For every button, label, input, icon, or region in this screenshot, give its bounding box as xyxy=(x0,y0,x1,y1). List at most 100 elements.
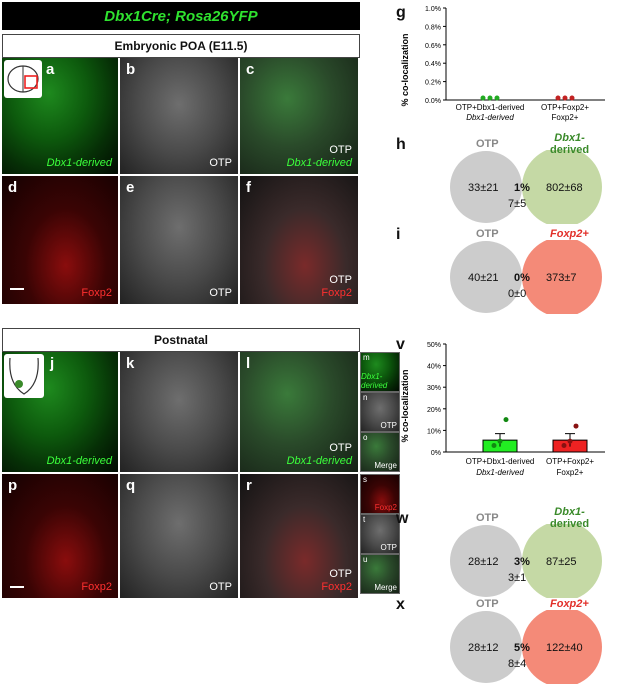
micrograph-l: l OTP Dbx1-derived xyxy=(240,352,358,472)
venn-right-label: Dbx1- derived xyxy=(550,132,590,156)
panel-caption: OTP xyxy=(209,581,232,593)
data-point xyxy=(561,443,567,449)
inset-s: s Foxp2 xyxy=(360,474,400,514)
inset-caption: Merge xyxy=(374,583,397,592)
brain-schematic-icon xyxy=(4,354,44,398)
panel-letter: e xyxy=(126,179,135,196)
panel-letter: p xyxy=(8,477,18,494)
y-tick-label: 10% xyxy=(427,428,441,435)
inset-t: t OTP xyxy=(360,514,400,554)
data-point xyxy=(562,95,568,101)
y-tick-label: 40% xyxy=(427,364,441,371)
panel-letter: h xyxy=(396,136,406,153)
venn-overlap-value: 0±0 xyxy=(508,288,527,300)
data-point xyxy=(503,417,509,423)
y-axis-label: % co-localization xyxy=(400,369,410,442)
x-label-2b: Foxp2+ xyxy=(557,468,584,477)
y-tick-label: 0.8% xyxy=(425,24,441,31)
inset-caption: Dbx1-derived xyxy=(361,372,388,390)
y-tick-label: 0.4% xyxy=(425,61,441,68)
venn-right-value: 802±68 xyxy=(546,182,583,194)
inset-o: o Merge xyxy=(360,432,400,472)
micrograph-k: k xyxy=(120,352,238,472)
panel-letter: x xyxy=(396,596,405,613)
micrograph-r: r OTP Foxp2 xyxy=(240,474,358,598)
micrograph-a: a Dbx1-derived xyxy=(2,58,118,174)
venn-diagram-w: w OTP Dbx1- derived 28±12 3% 87±25 3±1 xyxy=(396,506,610,598)
inset-caption: OTP xyxy=(380,543,397,552)
y-tick-label: 20% xyxy=(427,407,441,414)
inset-n: n OTP xyxy=(360,392,400,432)
panel-letter: c xyxy=(246,61,255,78)
venn-diagram-h: h OTP Dbx1- derived 33±21 1% 802±68 7±5 xyxy=(396,132,610,224)
chart-v: % co-localization 50% 40% 30% 20% 10% 0% OTP+… xyxy=(400,342,605,477)
section-label-postnatal: Postnatal xyxy=(2,328,360,352)
panel-letter: w xyxy=(396,510,409,527)
venn-right-value: 122±40 xyxy=(546,642,583,654)
data-point xyxy=(555,95,561,101)
panel-caption: Dbx1-derived xyxy=(46,157,112,169)
panel-caption: Dbx1-derived xyxy=(46,455,112,467)
venn-circles xyxy=(450,150,602,224)
y-tick-label: 50% xyxy=(427,342,441,349)
panel-letter: f xyxy=(246,179,251,196)
venn-right-value: 373±7 xyxy=(546,272,577,284)
venn-diagram-x: x OTP Foxp2+ 28±12 5% 122±40 8±4 xyxy=(396,596,610,684)
brain-schematic-icon xyxy=(4,60,42,98)
panel-caption: OTP Dbx1-derived xyxy=(286,144,352,169)
venn-left-circle xyxy=(450,151,522,223)
section-label-text: Postnatal xyxy=(153,333,208,347)
venn-left-circle xyxy=(450,525,522,597)
x-label-1b: Dbx1-derived xyxy=(466,113,514,122)
y-tick-label: 0.6% xyxy=(425,43,441,50)
inset-letter: t xyxy=(363,515,366,524)
data-point xyxy=(487,95,493,101)
venn-right-circle xyxy=(522,150,602,224)
venn-left-label: OTP xyxy=(476,228,499,240)
data-point xyxy=(569,95,575,101)
panel-caption: OTP Dbx1-derived xyxy=(286,442,352,467)
venn-left-value: 40±21 xyxy=(468,272,499,284)
inset-letter: s xyxy=(363,475,367,484)
x-label-1b: Dbx1-derived xyxy=(476,468,524,477)
panel-letter-g: g xyxy=(396,4,406,21)
data-point xyxy=(494,95,500,101)
inset-m: m Dbx1-derived xyxy=(360,352,400,392)
data-point xyxy=(491,443,497,449)
micrograph-p: p Foxp2 xyxy=(2,474,118,598)
figure-title: Dbx1Cre; Rosa26YFP xyxy=(104,7,258,25)
venn-diagram-i: i OTP Foxp2+ 40±21 0% 373±7 0±0 xyxy=(396,226,610,314)
x-label-1: OTP+Dbx1-derived xyxy=(466,457,535,466)
inset-caption: Merge xyxy=(374,461,397,470)
venn-overlap-percent: 0% xyxy=(514,272,530,284)
venn-left-value: 33±21 xyxy=(468,182,499,194)
venn-left-value: 28±12 xyxy=(468,642,499,654)
y-tick-label: 1.0% xyxy=(425,6,441,13)
panel-letter: i xyxy=(396,226,401,243)
panel-caption: OTP Foxp2 xyxy=(321,568,352,593)
panel-letter: q xyxy=(126,477,136,494)
panel-letter: d xyxy=(8,179,18,196)
section-label-text: Embryonic POA (E11.5) xyxy=(114,39,248,53)
x-label-1: OTP+Dbx1-derived xyxy=(456,103,525,112)
venn-right-label: Foxp2+ xyxy=(550,228,589,240)
venn-right-circle xyxy=(522,524,602,598)
venn-right-circle xyxy=(522,610,602,684)
inset-letter: m xyxy=(363,353,370,362)
venn-left-label: OTP xyxy=(476,598,499,610)
panel-letter: b xyxy=(126,61,136,78)
panel-caption: OTP xyxy=(209,287,232,299)
micrograph-q: q OTP xyxy=(120,474,238,598)
y-tick-label: 0.0% xyxy=(425,98,441,105)
panel-caption: Foxp2 xyxy=(81,287,112,299)
venn-left-value: 28±12 xyxy=(468,556,499,568)
scale-bar xyxy=(10,586,24,588)
inset-letter: o xyxy=(363,433,368,442)
venn-right-label: Foxp2+ xyxy=(550,598,589,610)
panel-letter: l xyxy=(246,355,251,372)
venn-overlap-value: 3±1 xyxy=(508,572,527,584)
inset-letter: n xyxy=(363,393,368,402)
inset-letter: u xyxy=(363,555,368,564)
venn-left-label: OTP xyxy=(476,512,499,524)
figure-title-bar: Dbx1Cre; Rosa26YFP xyxy=(2,2,360,30)
